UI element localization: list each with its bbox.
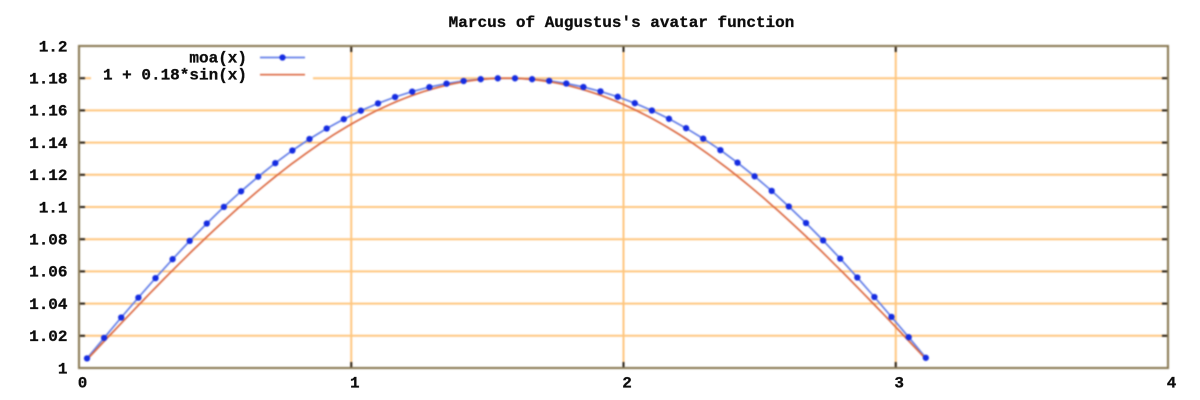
svg-text:moa(x): moa(x) — [189, 49, 247, 67]
svg-text:1.12: 1.12 — [29, 167, 67, 185]
svg-text:1.1: 1.1 — [39, 199, 68, 217]
svg-text:1.06: 1.06 — [29, 264, 67, 282]
svg-text:0: 0 — [78, 375, 88, 393]
svg-text:2: 2 — [622, 375, 632, 393]
svg-text:1.08: 1.08 — [29, 232, 67, 250]
svg-text:3: 3 — [894, 375, 904, 393]
svg-text:1.18: 1.18 — [29, 71, 67, 89]
svg-text:1.16: 1.16 — [29, 103, 67, 121]
svg-text:1: 1 — [350, 375, 360, 393]
svg-text:1.02: 1.02 — [29, 328, 67, 346]
svg-text:1.04: 1.04 — [29, 296, 68, 314]
svg-text:4: 4 — [1167, 375, 1177, 393]
svg-text:1: 1 — [58, 360, 68, 378]
svg-text:1.2: 1.2 — [39, 38, 68, 56]
svg-text:1.14: 1.14 — [29, 135, 68, 153]
svg-text:1 + 0.18*sin(x): 1 + 0.18*sin(x) — [103, 67, 247, 85]
svg-text:Marcus of Augustus's avatar fu: Marcus of Augustus's avatar function — [449, 14, 795, 32]
